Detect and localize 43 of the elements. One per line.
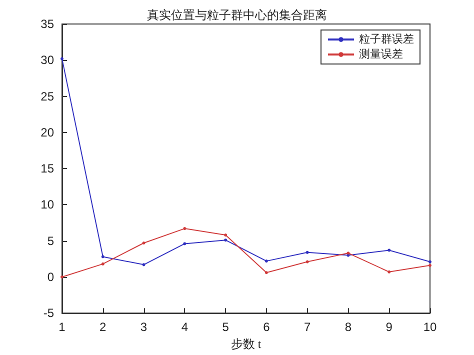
point <box>224 238 228 242</box>
line-series <box>60 227 432 278</box>
y-tick-label: 25 <box>40 89 54 104</box>
x-tick-label: 7 <box>304 320 311 334</box>
y-tick-label: 10 <box>40 198 54 212</box>
x-tick-label: 5 <box>222 320 230 334</box>
legend-label: 测量误差 <box>359 48 403 60</box>
y-tick-label: 15 <box>40 162 54 176</box>
point <box>101 255 104 258</box>
x-axis-title: 步数 t <box>230 337 262 351</box>
point <box>60 275 64 278</box>
x-tick-label: 8 <box>344 320 352 334</box>
point <box>306 260 309 264</box>
line-series <box>60 57 432 266</box>
point <box>183 227 186 230</box>
y-tick-label: 30 <box>40 53 54 68</box>
point <box>428 260 432 264</box>
y-tick-label: 20 <box>40 125 54 140</box>
point <box>142 263 146 266</box>
point <box>264 260 268 263</box>
point <box>388 248 391 252</box>
x-tick-label: 1 <box>58 320 66 334</box>
y-tick-label: 35 <box>40 17 54 31</box>
x-tick-label: 4 <box>181 320 188 334</box>
point <box>224 234 228 237</box>
y-tick-label: 0 <box>47 270 54 284</box>
point <box>142 241 146 244</box>
y-tick-label: 5 <box>47 234 54 248</box>
point <box>183 242 186 246</box>
point <box>60 57 64 60</box>
point <box>306 250 309 254</box>
x-tick-label: 10 <box>423 320 437 334</box>
x-tick-label: 2 <box>100 320 107 334</box>
y-tick-label: -5 <box>43 306 54 320</box>
point <box>264 271 268 274</box>
x-tick-label: 9 <box>386 320 393 334</box>
x-tick-label: 3 <box>140 320 148 334</box>
x-tick-label: 6 <box>263 320 270 334</box>
chart-title: 真实位置与粒子群中心的集合距离 <box>147 8 327 22</box>
legend-label: 粒子群误差 <box>359 34 414 46</box>
point <box>428 264 432 267</box>
point <box>101 262 104 266</box>
point <box>388 270 391 274</box>
